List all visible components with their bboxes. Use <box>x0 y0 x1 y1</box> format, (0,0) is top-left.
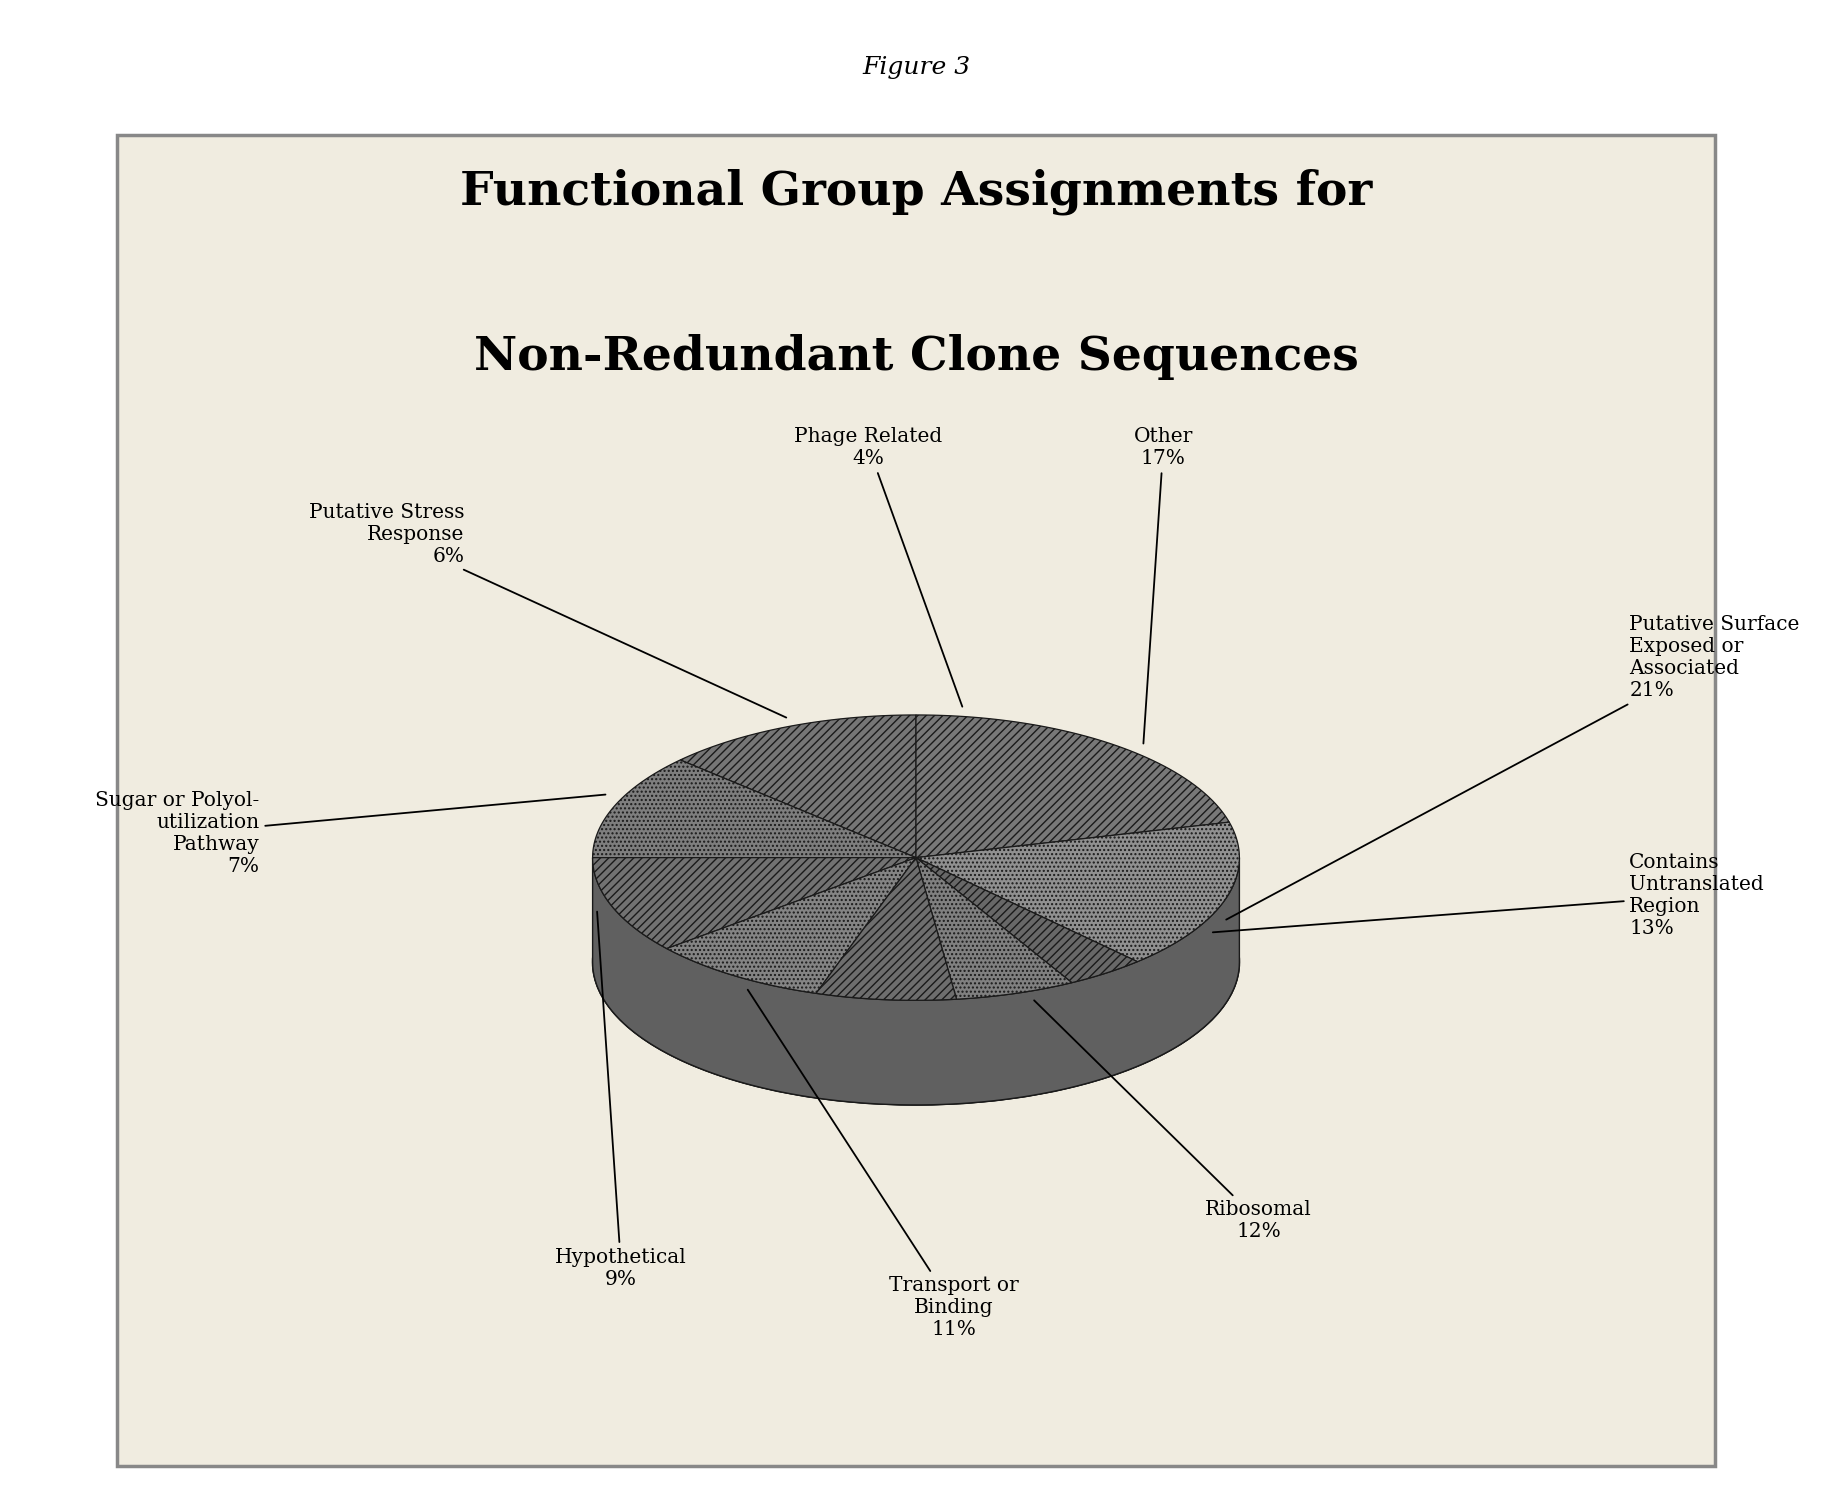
Polygon shape <box>916 857 1072 1087</box>
Polygon shape <box>815 994 956 1105</box>
Text: Putative Stress
Response
6%: Putative Stress Response 6% <box>310 503 786 717</box>
Polygon shape <box>916 857 956 1104</box>
Polygon shape <box>916 857 1138 982</box>
Text: Sugar or Polyol-
utilization
Pathway
7%: Sugar or Polyol- utilization Pathway 7% <box>95 791 606 876</box>
Polygon shape <box>916 857 956 1104</box>
Polygon shape <box>1138 858 1240 1066</box>
Text: Putative Surface
Exposed or
Associated
21%: Putative Surface Exposed or Associated 2… <box>1226 616 1799 920</box>
Text: Ribosomal
12%: Ribosomal 12% <box>1033 1000 1312 1241</box>
Polygon shape <box>592 857 1240 1105</box>
Polygon shape <box>667 857 916 1053</box>
Polygon shape <box>815 857 916 1098</box>
Text: Non-Redundant Clone Sequences: Non-Redundant Clone Sequences <box>473 334 1359 381</box>
Ellipse shape <box>592 819 1240 1105</box>
Polygon shape <box>815 857 916 1098</box>
Polygon shape <box>916 822 1240 962</box>
Polygon shape <box>592 857 916 949</box>
Text: Phage Related
4%: Phage Related 4% <box>795 426 962 706</box>
Polygon shape <box>916 857 1072 1087</box>
Polygon shape <box>667 949 815 1098</box>
Polygon shape <box>916 715 1229 857</box>
Text: Other
17%: Other 17% <box>1134 426 1193 744</box>
Polygon shape <box>667 857 916 1053</box>
Text: Figure 3: Figure 3 <box>861 56 971 80</box>
Polygon shape <box>916 857 1138 1066</box>
Polygon shape <box>1072 962 1138 1087</box>
Text: Functional Group Assignments for: Functional Group Assignments for <box>460 169 1372 214</box>
FancyBboxPatch shape <box>117 134 1715 1467</box>
Polygon shape <box>680 715 916 857</box>
Polygon shape <box>592 857 916 962</box>
Polygon shape <box>916 857 1138 1066</box>
Polygon shape <box>592 857 667 1053</box>
Polygon shape <box>592 761 916 857</box>
Polygon shape <box>916 857 1072 998</box>
Polygon shape <box>592 857 916 962</box>
Polygon shape <box>815 857 956 1000</box>
Polygon shape <box>956 982 1072 1104</box>
Text: Transport or
Binding
11%: Transport or Binding 11% <box>747 989 1019 1339</box>
Polygon shape <box>667 857 916 994</box>
Text: Contains
Untranslated
Region
13%: Contains Untranslated Region 13% <box>1213 854 1764 938</box>
Text: Hypothetical
9%: Hypothetical 9% <box>555 911 687 1289</box>
